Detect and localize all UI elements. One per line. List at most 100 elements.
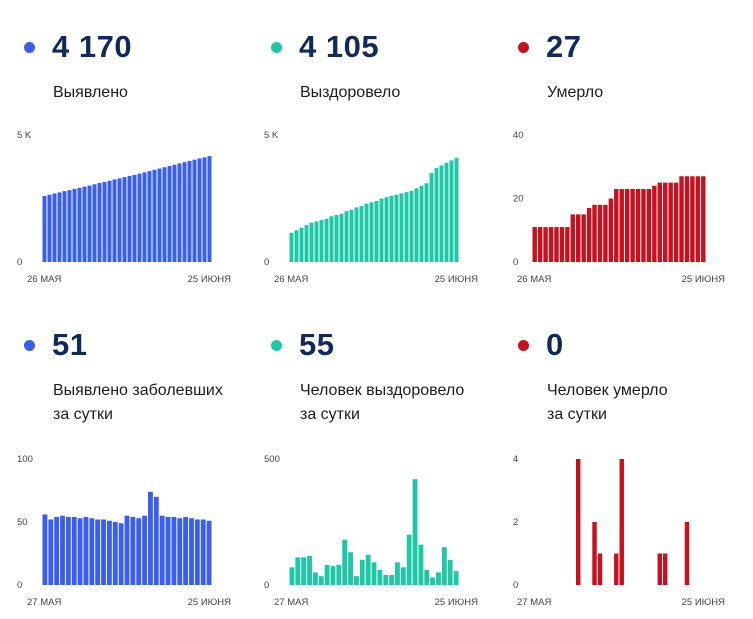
bar [449,160,454,262]
bar [399,193,404,262]
bar [117,178,122,262]
bar [72,188,77,262]
bar [304,225,309,262]
bar [57,192,62,262]
bar [419,185,424,262]
bar [295,557,301,585]
bar [289,232,294,262]
legend-dot-icon [518,42,529,53]
bar [439,165,444,262]
bar [377,569,383,585]
bar [82,186,87,262]
bar [624,188,630,262]
bar [663,553,668,585]
bar [142,515,148,585]
stat-label: Умерло [547,84,604,101]
bar [60,515,65,585]
y-tick-label: 0 [513,257,518,268]
bar [130,516,136,585]
bar [592,522,597,585]
bar [112,179,117,262]
bar [668,182,673,263]
bar [97,183,102,262]
bar [365,554,371,585]
stat-label: Выявлено [53,84,128,101]
bar [87,185,92,262]
x-end-label: 25 ИЮНЯ [682,597,725,608]
bar [424,569,430,585]
bar [657,553,662,585]
y-tick-label: 20 [513,194,524,205]
bar [106,520,112,585]
bar [684,522,690,585]
bar [95,519,101,585]
bar [354,207,359,262]
bar [453,571,459,585]
bar [42,514,48,585]
y-tick-label: 0 [264,257,269,268]
y-tick-label: 0 [17,257,22,268]
bar [630,188,635,262]
stat-value: 51 [52,327,88,362]
bar [47,194,52,262]
x-end-label: 25 ИЮНЯ [188,274,231,285]
bar [342,539,348,585]
bar [663,182,668,263]
stat-value: 4 105 [299,29,380,64]
bar [207,156,212,262]
bar [318,576,324,585]
bar [434,168,439,262]
bar [136,518,142,585]
legend-dot-icon [24,340,35,351]
y-tick-label: 2 [513,517,518,528]
bar [118,523,124,585]
bar [167,165,172,262]
x-end-label: 25 ИЮНЯ [435,274,478,285]
bar [152,169,157,262]
bar [65,516,71,585]
y-tick-label: 500 [264,454,280,465]
y-tick-label: 50 [17,517,28,528]
bar [548,227,554,262]
bar [336,564,342,585]
bar [194,519,200,585]
bar [124,515,130,585]
bar [690,176,695,262]
stat-value: 27 [546,29,582,64]
bar [359,559,365,585]
bar [142,172,147,262]
bar [159,515,165,585]
bar [695,176,701,262]
bar [603,204,608,262]
legend-dot-icon [271,340,282,351]
stat-label: Выздоровело [300,84,401,101]
y-tick-label: 100 [17,454,33,465]
legend-dot-icon [24,42,35,53]
x-end-label: 25 ИЮНЯ [682,274,725,285]
stat-value: 4 170 [52,29,133,64]
bar [314,221,319,262]
bar [132,174,137,262]
bar [89,518,95,585]
bar [42,195,47,262]
bar [430,577,436,585]
x-start-label: 26 МАЯ [517,274,551,285]
x-end-label: 25 ИЮНЯ [188,597,231,608]
x-end-label: 25 ИЮНЯ [435,597,478,608]
bar [324,218,329,262]
bar [353,576,359,585]
bar [92,184,97,262]
bar [412,479,418,585]
stat-label-line2: за сутки [547,406,607,423]
bar [77,518,83,585]
bar [148,491,153,585]
bar [389,574,395,585]
bar [112,522,118,585]
bar [165,516,171,585]
y-tick-label: 5 K [264,130,279,141]
bar [454,157,459,262]
stat-label: Человек умерло [547,382,668,399]
y-tick-label: 0 [264,580,269,591]
bar [641,188,646,262]
bar [404,192,409,262]
